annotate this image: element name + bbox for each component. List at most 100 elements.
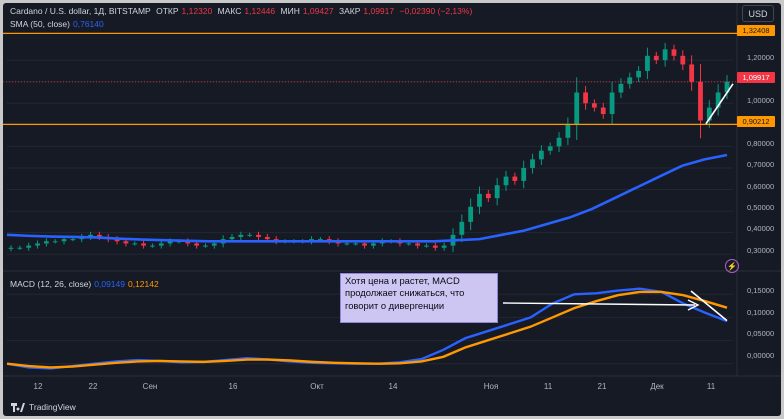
candle-body — [415, 243, 421, 246]
divergence-annotation[interactable]: Хотя цена и растет, MACD продолжает сниж… — [340, 273, 498, 323]
y-tick: 0,30000 — [747, 246, 775, 255]
x-tick: 16 — [228, 382, 238, 391]
x-tick: 21 — [597, 382, 607, 391]
x-tick: Дек — [650, 382, 664, 391]
y-tick: 0,70000 — [747, 160, 775, 169]
candle-body — [150, 245, 155, 247]
candle-body — [547, 146, 553, 151]
macd-label: MACD (12, 26, close) — [10, 279, 92, 289]
tradingview-logo[interactable]: TradingView — [11, 402, 76, 412]
candle-body — [618, 83, 624, 93]
macd-y-tick: 0,10000 — [747, 308, 775, 317]
macd-y-tick: 0,15000 — [747, 286, 775, 295]
brand-name: TradingView — [29, 402, 76, 412]
candle-body — [459, 221, 465, 235]
macd-value: 0,09149 — [94, 279, 125, 289]
candle-body — [556, 137, 562, 147]
candle-body — [627, 77, 633, 84]
open-label: ОТКР — [156, 6, 179, 16]
close-label: ЗАКР — [338, 6, 361, 16]
candle-body — [406, 243, 412, 245]
y-tick: 0,60000 — [747, 182, 775, 191]
current-price-label: 1,09917 — [737, 72, 775, 83]
high-label: МАКС — [217, 6, 242, 16]
candle-body — [194, 243, 200, 246]
candle-body — [574, 92, 580, 125]
currency-selector[interactable]: USD — [742, 5, 774, 22]
macd-y-tick: 0,00000 — [747, 351, 775, 360]
candle-body — [211, 243, 217, 246]
price-chart[interactable] — [3, 3, 781, 416]
candle-body — [132, 243, 138, 245]
candle-body — [52, 241, 58, 243]
candle-body — [530, 159, 535, 168]
candle-body — [653, 55, 659, 61]
candle-body — [494, 185, 500, 199]
tradingview-icon — [11, 402, 25, 412]
candle-body — [715, 92, 721, 108]
macd-y-tick: 0,05000 — [747, 329, 775, 338]
symbol-name: Cardano / U.S. dollar, 1Д, BITSTAMP — [10, 6, 151, 16]
arrow-shaft — [502, 302, 696, 306]
y-tick: 1,20000 — [747, 53, 775, 62]
x-tick: 12 — [33, 382, 43, 391]
y-tick: 1,00000 — [747, 96, 775, 105]
candle-body — [88, 234, 93, 237]
x-tick: 11 — [543, 382, 553, 391]
candle-body — [238, 234, 244, 237]
candle-body — [203, 245, 208, 247]
candle-body — [477, 193, 482, 207]
candle-body — [17, 247, 23, 249]
low-value: 1,09427 — [302, 6, 334, 16]
candle-body — [264, 236, 270, 240]
candle-body — [167, 241, 173, 244]
candle-body — [512, 176, 518, 181]
candle-body — [43, 241, 49, 244]
candle-body — [724, 81, 730, 93]
y-tick: 0,40000 — [747, 224, 775, 233]
high-value: 1,12446 — [244, 6, 276, 16]
candle-body — [96, 234, 102, 237]
candle-body — [61, 239, 67, 242]
candle-body — [158, 243, 164, 246]
candle-body — [521, 167, 527, 181]
candle-body — [538, 150, 544, 160]
price-trend-line — [705, 83, 734, 125]
candle-body — [141, 243, 146, 246]
candle-body — [468, 206, 474, 222]
candle-body — [8, 247, 14, 249]
candle-body — [600, 107, 606, 115]
macd-legend[interactable]: MACD (12, 26, close) 0,09149 0,12142 — [10, 279, 162, 289]
sma-legend[interactable]: SMA (50, close) 0,76140 — [10, 19, 107, 29]
x-tick: 11 — [706, 382, 716, 391]
candle-body — [441, 245, 447, 248]
candle-body — [671, 49, 677, 56]
candle-body — [592, 103, 597, 108]
candle-body — [645, 55, 650, 71]
candle-body — [344, 243, 350, 245]
resistance-price-label: 1,32408 — [737, 25, 775, 36]
lightning-icon[interactable]: ⚡ — [725, 259, 739, 273]
signal-value: 0,12142 — [127, 279, 159, 289]
sma-label: SMA (50, close) — [10, 19, 70, 29]
candle-body — [565, 124, 571, 138]
symbol-header: Cardano / U.S. dollar, 1Д, BITSTAMP ОТКР… — [10, 6, 475, 16]
open-value: 1,12320 — [181, 6, 213, 16]
candle-body — [247, 234, 253, 236]
signal-line — [6, 290, 728, 369]
sma-value: 0,76140 — [73, 19, 104, 29]
x-tick: Ноя — [483, 382, 499, 391]
candle-body — [636, 70, 642, 78]
sma-line — [6, 153, 728, 243]
candle-body — [662, 49, 668, 61]
x-tick: 22 — [88, 382, 98, 391]
support-price-label: 0,90212 — [737, 116, 775, 127]
candle-body — [26, 245, 32, 248]
candle-body — [353, 243, 359, 245]
x-tick: 14 — [388, 382, 398, 391]
candle-body — [424, 245, 429, 247]
candle-body — [123, 241, 129, 244]
y-tick: 0,80000 — [747, 139, 775, 148]
candle-body — [70, 239, 76, 241]
candle-body — [485, 193, 491, 199]
